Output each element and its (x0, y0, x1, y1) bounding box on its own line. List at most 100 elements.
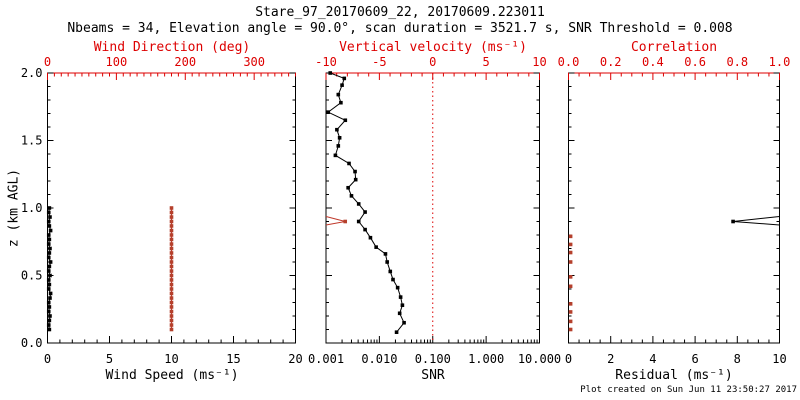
wind_speed-point (47, 224, 52, 228)
snr-point (337, 136, 342, 140)
snr-top-tick-label: 0 (429, 55, 436, 69)
wind_direction-point (169, 242, 174, 246)
snr-point (400, 303, 405, 307)
wind_direction-point (169, 323, 174, 327)
snr-bottom-tick-label: 0.001 (308, 352, 344, 366)
wind_speed-point (47, 237, 52, 242)
residual-top-tick-label: 0.0 (558, 55, 580, 69)
residual-top-tick-label: 0.2 (600, 55, 622, 69)
residual-plot-box (568, 72, 780, 344)
wind_direction-point (169, 237, 174, 242)
z-tick-label: 1.0 (21, 201, 43, 215)
wind_speed-point (46, 219, 51, 224)
correlation-point (568, 275, 573, 279)
wind_speed-point (48, 296, 52, 300)
residual-top-tick-label: 0.8 (726, 55, 748, 69)
residual-top-tick-label: 0.4 (642, 55, 664, 69)
wind_direction-point (169, 305, 174, 309)
wind_direction-point (169, 291, 174, 296)
wind-bottom-tick-label: 10 (164, 352, 178, 366)
snr-point (383, 252, 388, 256)
wind-top-tick-label: 300 (243, 55, 265, 69)
snr-point (394, 330, 399, 334)
residual-top-tick-label: 0.6 (684, 55, 706, 69)
snr-top-tick-label: -10 (315, 55, 337, 69)
wind-bottom-tick-label: 20 (288, 352, 302, 366)
correlation-point (568, 327, 573, 332)
wind_speed-point (47, 318, 52, 323)
snr-top-tick-label: -5 (372, 55, 386, 69)
wind_speed-point (46, 269, 51, 273)
snr-point (326, 110, 331, 114)
snr-point (374, 245, 378, 249)
wind_direction-point (169, 264, 174, 269)
wind-top-tick-label: 100 (106, 55, 128, 69)
plot-credit: Plot created on Sun Jun 11 23:50:27 2017 (580, 385, 797, 395)
correlation-point (568, 302, 573, 306)
snr-point (356, 219, 361, 224)
snr-point (340, 83, 344, 87)
wind_direction-point (169, 210, 174, 215)
correlation-point (568, 310, 573, 314)
snr-point (347, 161, 351, 166)
wind-top-tick-label: 0 (44, 55, 51, 69)
wind_speed-point (47, 206, 52, 210)
wind_direction-point (169, 296, 174, 300)
snr-top-tick-label: 5 (483, 55, 490, 69)
wind_speed-point (46, 309, 51, 314)
snr-point (363, 227, 367, 232)
wind_direction-point (169, 233, 174, 237)
snr-point (368, 235, 373, 240)
z-tick-label: 2.0 (21, 66, 43, 80)
wind_speed-point (48, 246, 52, 251)
wind_direction-point (169, 300, 174, 305)
residual-bottom-tick-label: 8 (734, 352, 741, 366)
snr-bottom-tick-label: 0.100 (415, 352, 451, 366)
snr-point (388, 269, 393, 274)
wind_direction-point (169, 228, 174, 233)
wind_speed-point (46, 323, 51, 327)
snr-point (385, 260, 389, 264)
residual-bottom-tick-label: 2 (607, 352, 614, 366)
wind_speed-point (48, 215, 52, 219)
wind-top-tick-label: 200 (174, 55, 196, 69)
wind_speed-point (48, 291, 53, 296)
plot-title: Stare_97_20170609_22, 20170609.223011 (255, 5, 545, 20)
wind_speed-point (47, 327, 52, 332)
z-tick-label: 1.5 (21, 134, 43, 148)
z-tick-label: 0.0 (21, 336, 43, 350)
wind_speed-point (47, 264, 52, 269)
wind_speed-point (47, 251, 52, 255)
snr-axis-title: SNR (421, 368, 445, 383)
wind_speed-point (48, 314, 52, 318)
vertical_velocity-error-bar (325, 216, 346, 222)
correlation-point (568, 260, 573, 264)
snr-bottom-tick-label: 1.000 (468, 352, 504, 366)
correlation-point (568, 284, 573, 289)
wind_speed-point (46, 300, 51, 305)
residual-error-bar (733, 216, 780, 222)
wind_speed-point (48, 273, 52, 278)
snr-point (333, 153, 338, 158)
wind_direction-point (169, 282, 174, 287)
wind_speed-point (47, 305, 52, 309)
snr-point (346, 185, 350, 190)
wind_direction-point (169, 224, 174, 228)
wind_direction-point (169, 215, 174, 219)
wind_speed-point (46, 287, 51, 291)
wind_speed-point (46, 278, 51, 282)
wind_direction-point (169, 206, 174, 210)
wind_direction-point (169, 273, 174, 278)
wind_direction-point (169, 327, 174, 332)
snr-point (336, 144, 341, 148)
snr-point (398, 295, 403, 299)
snr-point (353, 169, 357, 174)
snr-point (349, 194, 354, 198)
wind_speed-point (46, 233, 51, 237)
wind-bottom-tick-label: 15 (226, 352, 240, 366)
residual-bottom-tick-label: 6 (691, 352, 698, 366)
snr-point (335, 127, 339, 132)
snr-line (327, 72, 405, 333)
